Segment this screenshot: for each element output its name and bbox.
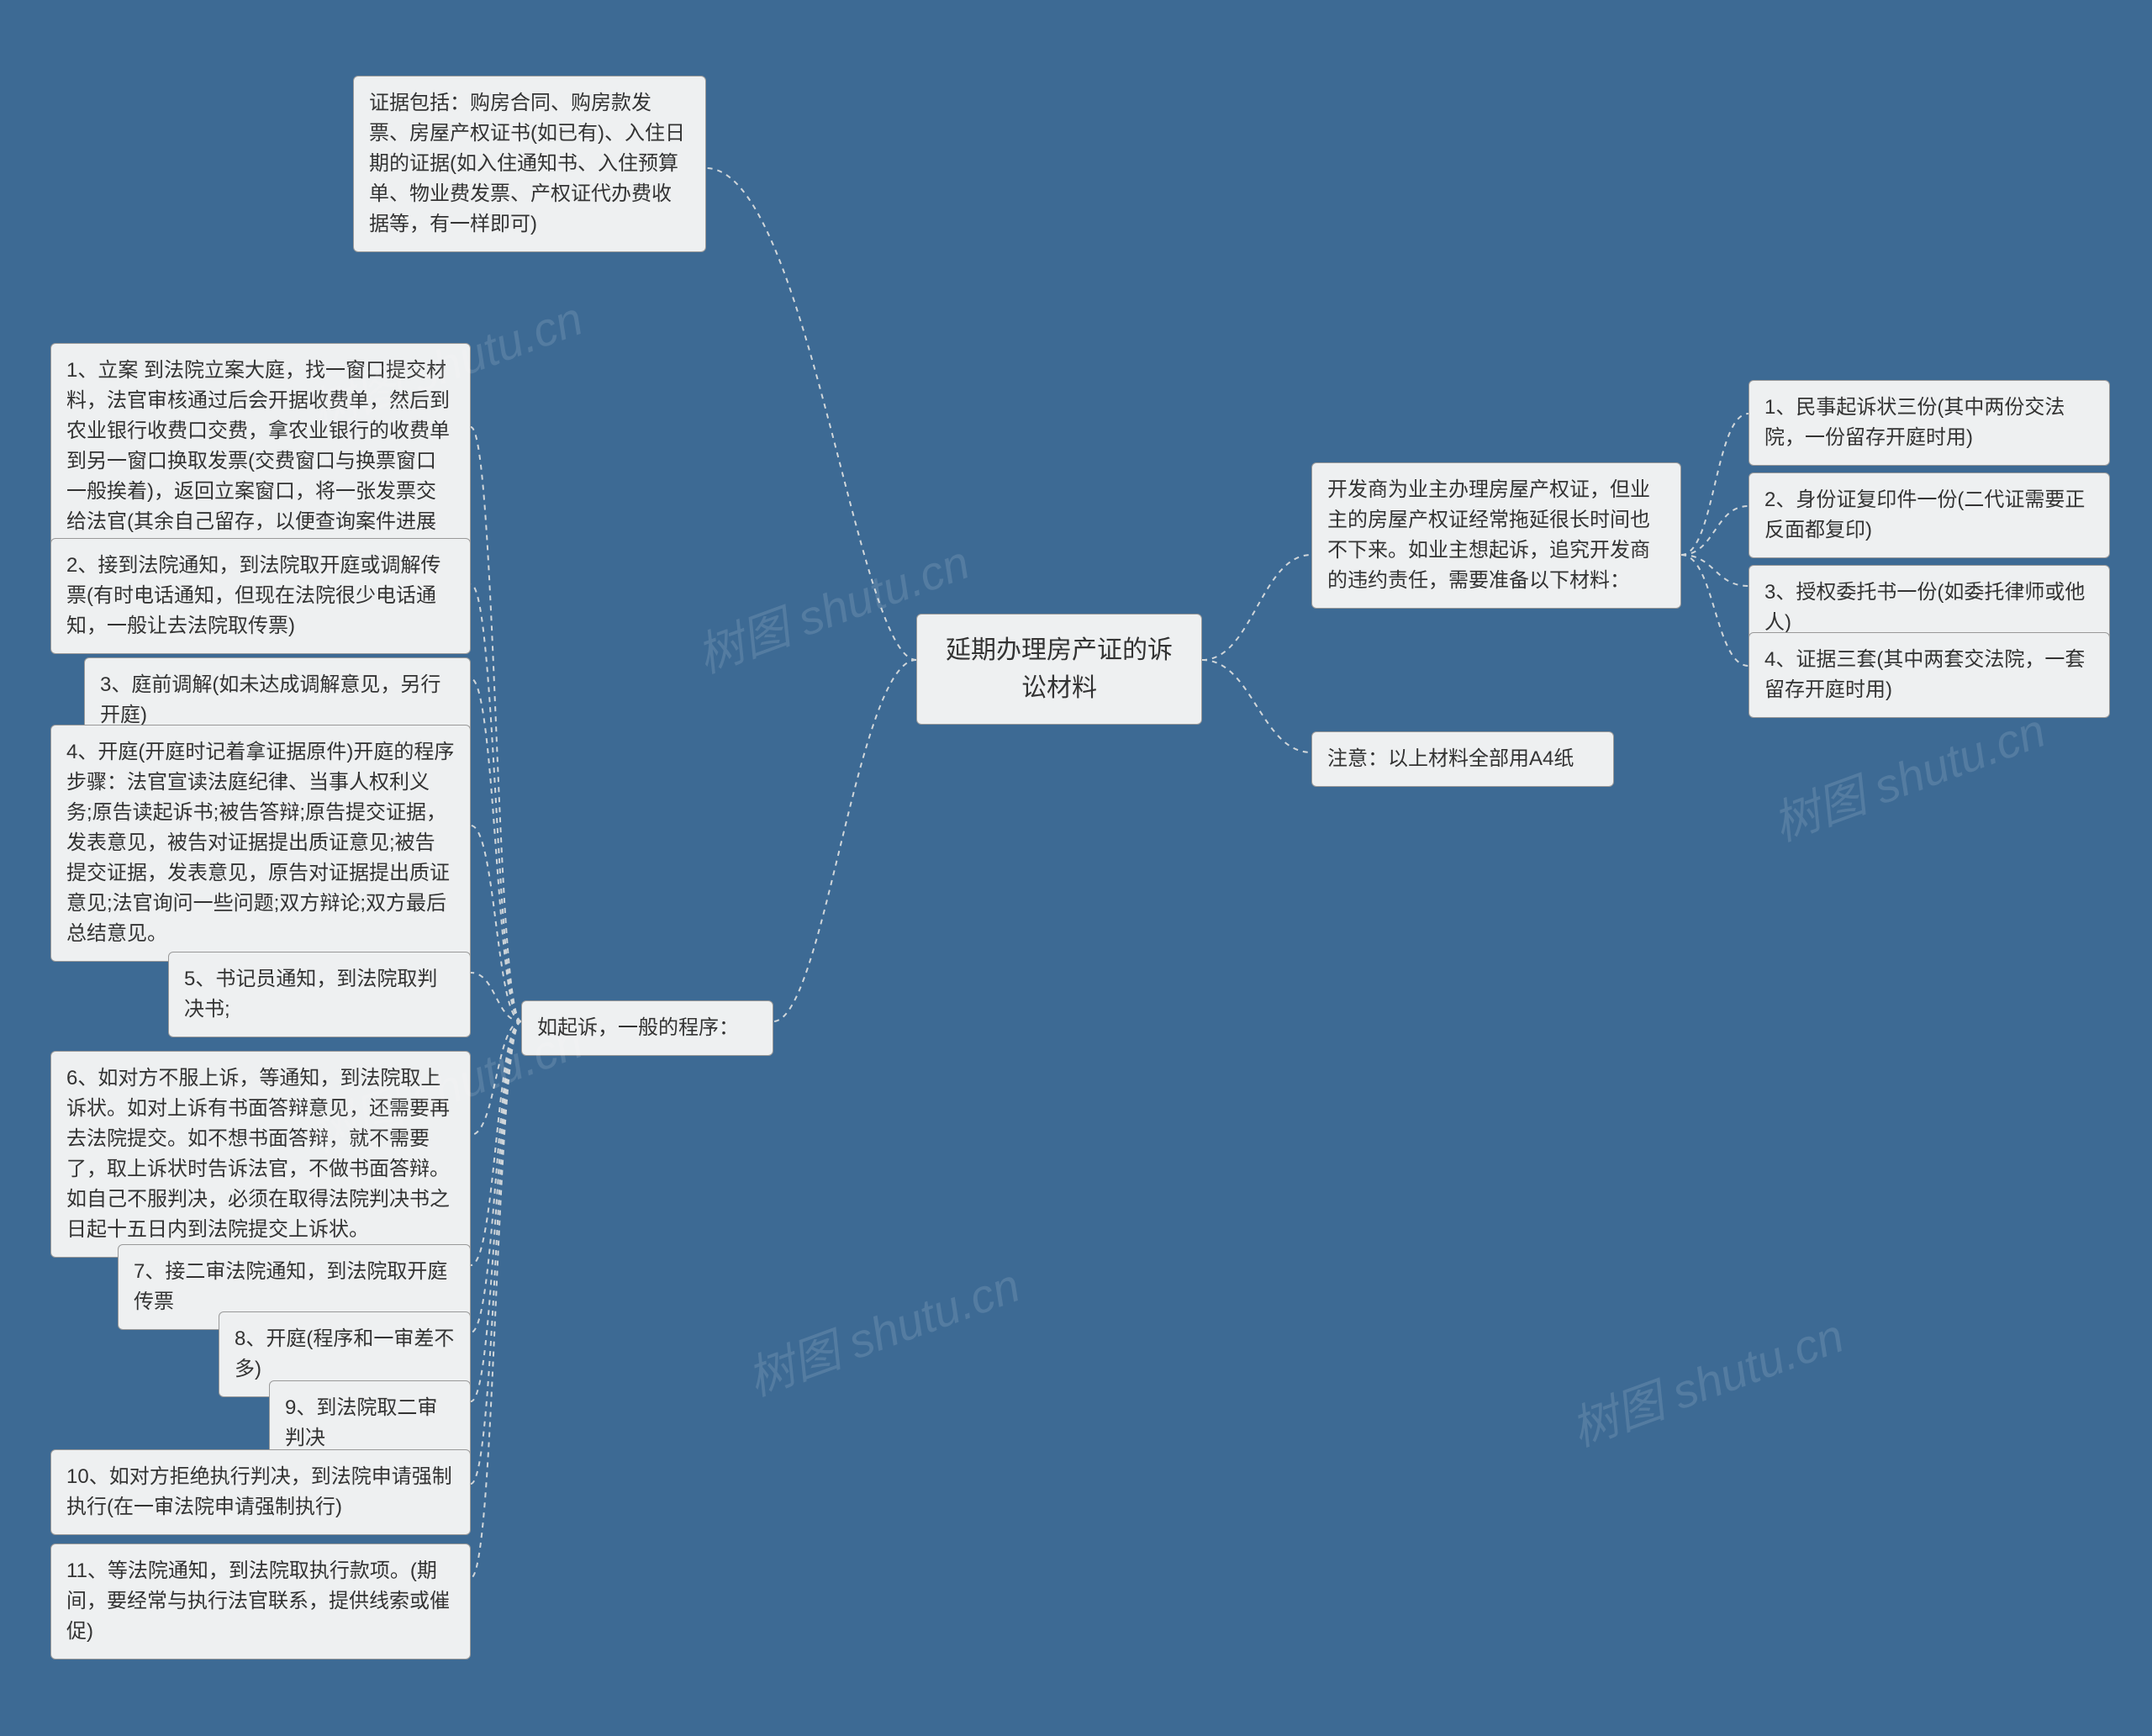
watermark: 树图 shutu.cn	[1560, 1298, 1852, 1459]
materials-item-2: 2、身份证复印件一份(二代证需要正反面都复印)	[1748, 472, 2110, 558]
step-2: 2、接到法院通知，到法院取开庭或调解传票(有时电话通知，但现在法院很少电话通知，…	[50, 538, 471, 654]
note-node: 注意：以上材料全部用A4纸	[1311, 731, 1614, 787]
step-6: 6、如对方不服上诉，等通知，到法院取上诉状。如对上诉有书面答辩意见，还需要再去法…	[50, 1051, 471, 1258]
intro-node: 开发商为业主办理房屋产权证，但业主的房屋产权证经常拖延很长时间也不下来。如业主想…	[1311, 462, 1681, 609]
materials-item-1: 1、民事起诉状三份(其中两份交法院，一份留存开庭时用)	[1748, 380, 2110, 466]
step-10: 10、如对方拒绝执行判决，到法院申请强制执行(在一审法院申请强制执行)	[50, 1449, 471, 1535]
watermark: 树图 shutu.cn	[736, 1248, 1028, 1409]
step-5: 5、书记员通知，到法院取判决书;	[168, 952, 471, 1037]
root-node: 延期办理房产证的诉讼材料	[916, 614, 1202, 725]
evidence-node: 证据包括：购房合同、购房款发票、房屋产权证书(如已有)、入住日期的证据(如入住通…	[353, 76, 706, 252]
step-4: 4、开庭(开庭时记着拿证据原件)开庭的程序步骤：法官宣读法庭纪律、当事人权利义务…	[50, 725, 471, 962]
procedure-label: 如起诉，一般的程序：	[521, 1000, 773, 1056]
step-11: 11、等法院通知，到法院取执行款项。(期间，要经常与执行法官联系，提供线索或催促…	[50, 1543, 471, 1659]
materials-item-4: 4、证据三套(其中两套交法院，一套留存开庭时用)	[1748, 632, 2110, 718]
